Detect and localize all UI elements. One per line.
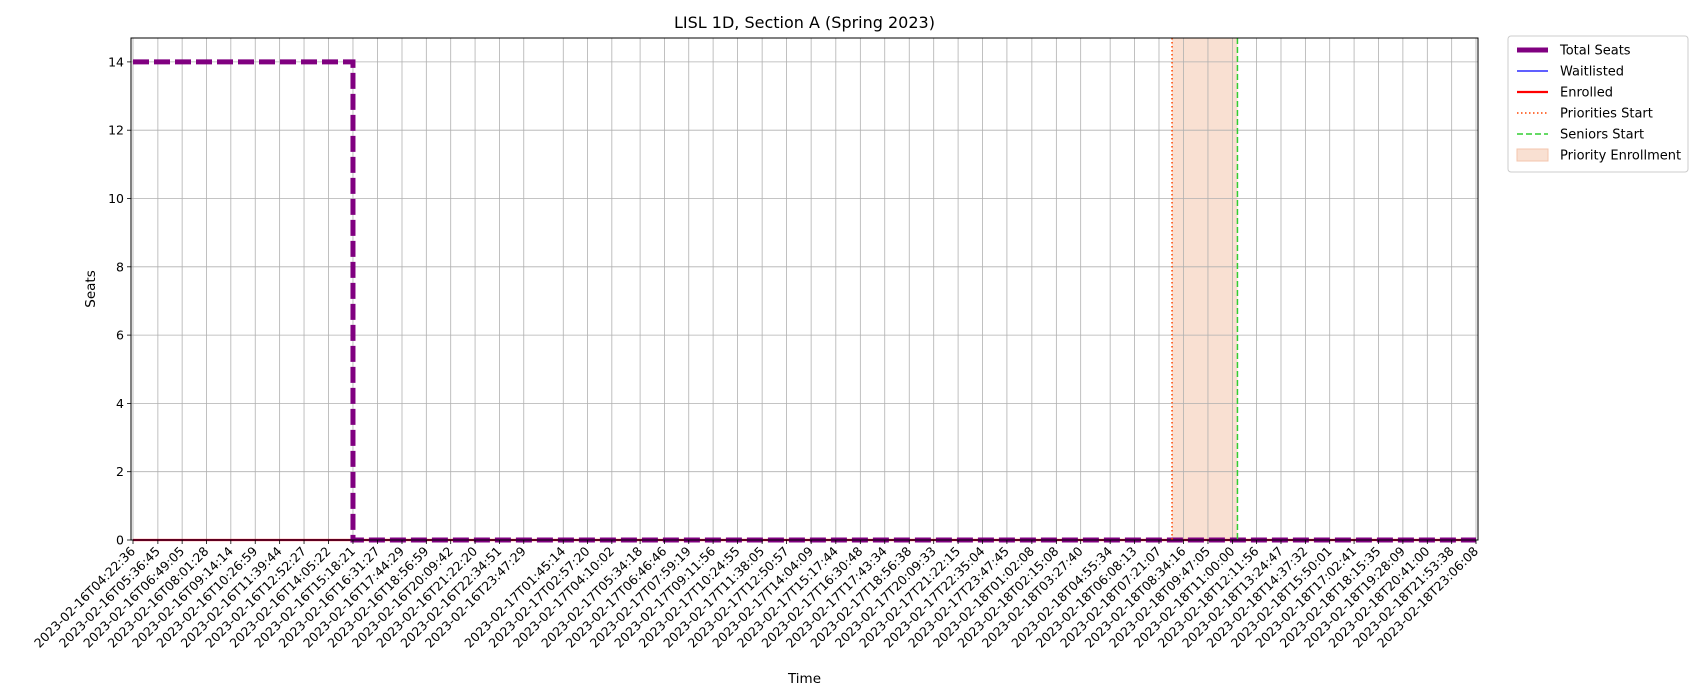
- legend-label-total-seats: Total Seats: [1559, 44, 1631, 59]
- legend-label-seniors-start: Seniors Start: [1560, 128, 1644, 143]
- series-layer: [133, 59, 1476, 543]
- chart-title: LISL 1D, Section A (Spring 2023): [674, 13, 935, 32]
- grid-layer: [131, 38, 1478, 541]
- y-tick-label: 12: [108, 123, 124, 138]
- y-tick-label: 14: [108, 54, 124, 69]
- x-axis: 2023-02-16T04:22:362023-02-16T05:36:4520…: [31, 540, 1481, 651]
- y-axis: 0 2 4 6 8 10 12 14: [108, 54, 131, 548]
- marker-layer: [1171, 38, 1239, 540]
- span-layer: [1172, 38, 1238, 540]
- y-tick-label: 8: [116, 259, 124, 274]
- y-tick-label: 2: [116, 464, 124, 479]
- legend-swatch-priority-enrollment: [1516, 148, 1549, 162]
- legend-label-enrolled: Enrolled: [1560, 86, 1613, 101]
- legend-label-priorities-start: Priorities Start: [1560, 107, 1653, 122]
- y-tick-label: 6: [116, 328, 124, 343]
- span-priority-enrollment: [1172, 38, 1238, 540]
- plot-frame: [130, 37, 1479, 541]
- legend: Total Seats Waitlisted Enrolled Priorities …: [1507, 35, 1689, 173]
- x-axis-label: Time: [787, 671, 821, 687]
- series-line-total-seats: [133, 59, 1476, 543]
- legend-label-priority-enrollment: Priority Enrollment: [1560, 149, 1681, 164]
- legend-label-waitlisted: Waitlisted: [1560, 65, 1624, 80]
- y-axis-label: Seats: [83, 270, 99, 307]
- legend-box: [1507, 35, 1689, 173]
- y-tick-label: 0: [116, 533, 124, 548]
- y-tick-label: 10: [108, 191, 124, 206]
- y-tick-label: 4: [116, 396, 124, 411]
